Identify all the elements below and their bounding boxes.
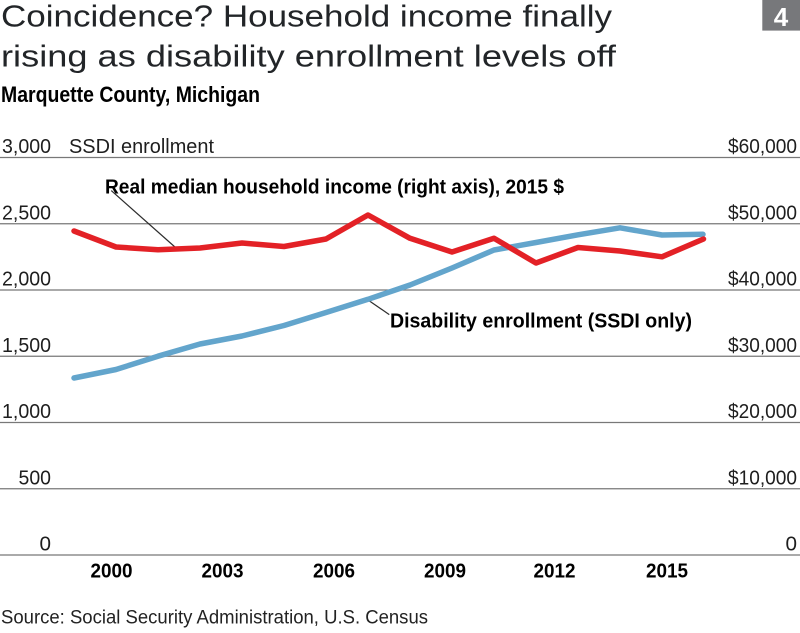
svg-text:Disability enrollment (SSDI on: Disability enrollment (SSDI only) [390, 309, 692, 332]
svg-text:$10,000: $10,000 [728, 467, 797, 489]
svg-text:0: 0 [786, 534, 798, 556]
svg-text:$30,000: $30,000 [728, 335, 797, 357]
svg-text:$40,000: $40,000 [728, 269, 797, 291]
svg-text:Coincidence? Household income: Coincidence? Household income finally [1, 0, 613, 34]
svg-text:0: 0 [40, 534, 52, 556]
svg-text:$20,000: $20,000 [728, 401, 797, 423]
svg-text:4: 4 [774, 2, 789, 32]
svg-text:2,500: 2,500 [2, 202, 51, 224]
svg-text:2012: 2012 [534, 560, 576, 582]
svg-text:Marquette County, Michigan: Marquette County, Michigan [1, 82, 260, 107]
svg-text:SSDI enrollment: SSDI enrollment [69, 136, 214, 158]
svg-text:1,500: 1,500 [2, 335, 51, 357]
svg-text:1,000: 1,000 [2, 401, 51, 423]
svg-text:2,000: 2,000 [2, 269, 51, 291]
svg-text:rising as disability enrollmen: rising as disability enrollment levels o… [1, 39, 616, 74]
svg-text:$60,000: $60,000 [728, 136, 797, 158]
svg-text:Real median household income (: Real median household income (right axis… [105, 176, 565, 199]
svg-text:Source: Social Security Admini: Source: Social Security Administration, … [1, 607, 428, 628]
svg-text:$50,000: $50,000 [728, 202, 797, 224]
svg-text:2000: 2000 [91, 560, 133, 582]
svg-text:2009: 2009 [424, 560, 466, 582]
svg-text:2003: 2003 [202, 560, 244, 582]
svg-text:2006: 2006 [313, 560, 355, 582]
svg-text:2015: 2015 [646, 560, 688, 582]
svg-text:3,000: 3,000 [2, 136, 51, 158]
svg-text:500: 500 [19, 467, 52, 489]
